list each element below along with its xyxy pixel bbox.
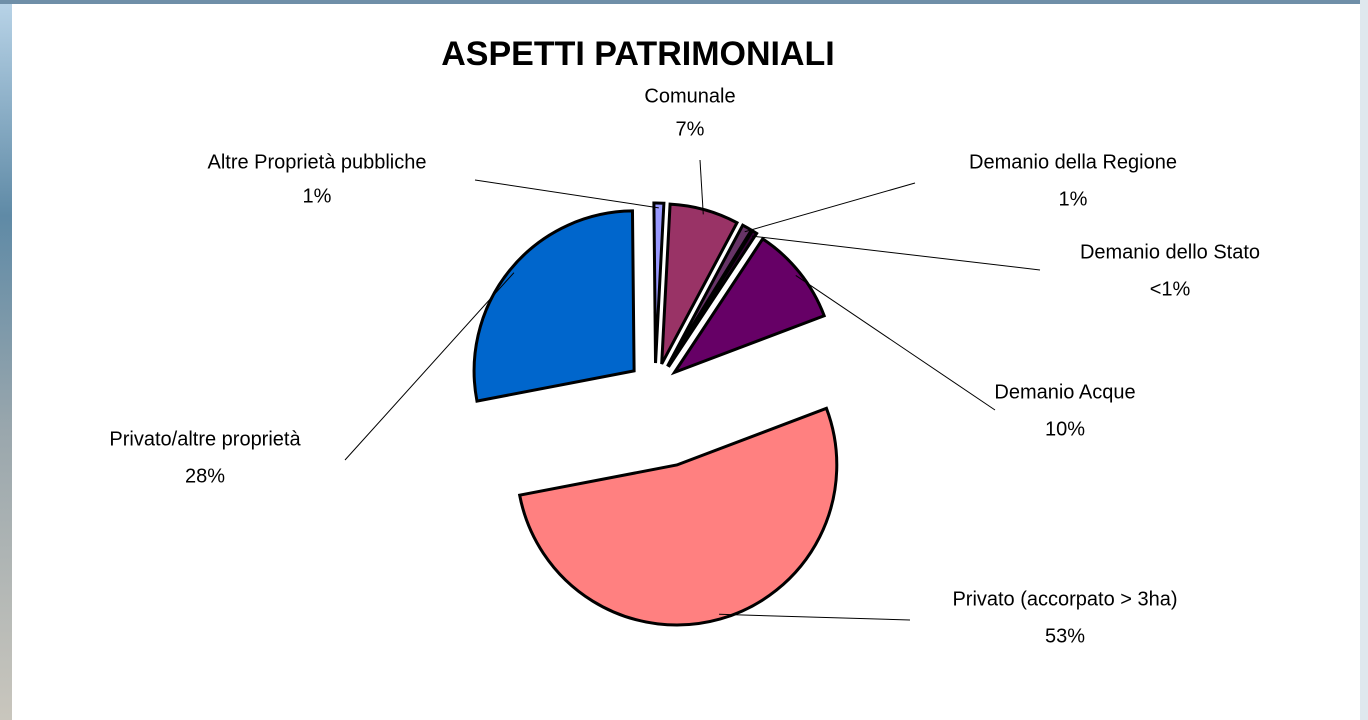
slice-label: Privato/altre proprietà: [109, 428, 301, 450]
slice-value-label: <1%: [1150, 278, 1191, 300]
slice-value-label: 1%: [1059, 188, 1088, 210]
slice-label: Privato (accorpato > 3ha): [952, 588, 1177, 610]
slice-value-label: 7%: [676, 118, 705, 140]
slice-label: Demanio della Regione: [969, 151, 1177, 173]
slice-value-label: 1%: [303, 185, 332, 207]
slice-label: Demanio dello Stato: [1080, 241, 1260, 263]
chart: ASPETTI PATRIMONIALI Comunale 7% Demanio d…: [0, 0, 1368, 720]
slice-value-label: 10%: [1045, 418, 1085, 440]
chart-title: ASPETTI PATRIMONIALI: [441, 35, 835, 73]
slice-label: Altre Proprietà pubbliche: [207, 151, 426, 173]
slice-label: Comunale: [644, 85, 735, 107]
slice-value-label: 53%: [1045, 625, 1085, 647]
page: ASPETTI PATRIMONIALI Comunale 7% Demanio d…: [0, 0, 1368, 720]
side-strip: [0, 0, 12, 720]
top-bar: [0, 0, 1368, 4]
slice-value-label: 28%: [185, 465, 225, 487]
slice-label: Demanio Acque: [994, 381, 1135, 403]
right-strip: [1360, 0, 1368, 720]
